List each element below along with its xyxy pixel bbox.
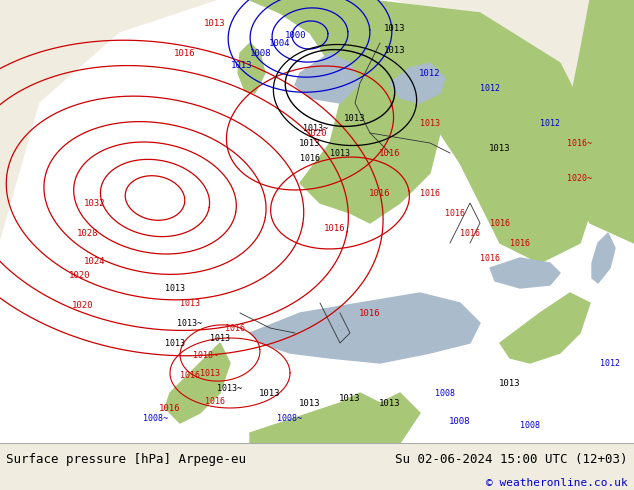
Polygon shape <box>390 63 445 103</box>
Text: 1013: 1013 <box>210 334 230 343</box>
Text: 1016: 1016 <box>490 219 510 227</box>
Text: 1020~: 1020~ <box>567 173 593 182</box>
Polygon shape <box>500 293 590 363</box>
Text: 1016: 1016 <box>510 239 530 247</box>
Text: 1020: 1020 <box>72 300 94 310</box>
Polygon shape <box>560 0 634 243</box>
Text: © weatheronline.co.uk: © weatheronline.co.uk <box>486 478 628 488</box>
Text: 1000: 1000 <box>285 30 307 40</box>
Polygon shape <box>238 43 265 93</box>
Text: 1013: 1013 <box>489 144 511 152</box>
Text: Su 02-06-2024 15:00 UTC (12+03): Su 02-06-2024 15:00 UTC (12+03) <box>395 453 628 466</box>
Polygon shape <box>592 233 615 283</box>
Text: 1016: 1016 <box>180 370 200 379</box>
Text: 1013: 1013 <box>420 119 440 127</box>
Text: 1024: 1024 <box>84 256 106 266</box>
Text: 1008: 1008 <box>435 389 455 397</box>
Text: 1013: 1013 <box>165 339 185 347</box>
Text: 1012: 1012 <box>419 69 441 77</box>
Text: 1012: 1012 <box>540 119 560 127</box>
Polygon shape <box>0 0 634 443</box>
Text: 1004: 1004 <box>269 39 291 48</box>
Text: 1013: 1013 <box>499 378 521 388</box>
Polygon shape <box>370 0 600 263</box>
Text: 1008: 1008 <box>520 420 540 430</box>
Text: 1013: 1013 <box>299 139 321 147</box>
Text: 1013~: 1013~ <box>178 318 202 327</box>
Text: 1013: 1013 <box>299 398 321 408</box>
Text: 1016: 1016 <box>460 228 480 238</box>
Polygon shape <box>490 258 560 288</box>
Polygon shape <box>250 0 440 223</box>
Text: 1016: 1016 <box>445 209 465 218</box>
Text: 1012: 1012 <box>480 83 500 93</box>
Text: 1013: 1013 <box>330 148 350 157</box>
Text: 1013: 1013 <box>180 298 200 308</box>
Text: 1008: 1008 <box>450 416 471 425</box>
Text: 1016: 1016 <box>420 189 440 197</box>
Text: 1013: 1013 <box>339 393 361 402</box>
Text: 1013: 1013 <box>259 389 281 397</box>
Text: 1012: 1012 <box>600 359 620 368</box>
Text: 1028: 1028 <box>77 228 99 238</box>
Text: 1016: 1016 <box>159 403 181 413</box>
Text: 1018~: 1018~ <box>193 350 217 360</box>
Text: 1013: 1013 <box>344 114 366 122</box>
Text: 1016: 1016 <box>300 153 320 163</box>
Text: 1008~: 1008~ <box>143 414 167 422</box>
Polygon shape <box>295 53 360 103</box>
Text: 1016: 1016 <box>205 396 225 406</box>
Text: 1013: 1013 <box>384 24 406 32</box>
Text: 1013: 1013 <box>231 60 253 70</box>
Text: 1016: 1016 <box>369 189 391 197</box>
Text: 1032: 1032 <box>84 198 106 207</box>
Text: 1016~: 1016~ <box>567 139 593 147</box>
Text: 1020: 1020 <box>69 270 91 279</box>
Text: 1013~: 1013~ <box>302 123 328 132</box>
Text: 1016: 1016 <box>379 148 401 157</box>
Polygon shape <box>250 393 420 443</box>
Text: 1016: 1016 <box>174 49 196 57</box>
Polygon shape <box>165 343 230 423</box>
Text: 1016: 1016 <box>480 253 500 263</box>
Text: 1016: 1016 <box>225 323 245 333</box>
Text: 1013: 1013 <box>200 368 220 377</box>
Polygon shape <box>250 293 480 363</box>
Text: 1016: 1016 <box>324 223 346 232</box>
Text: 1008~: 1008~ <box>278 414 302 422</box>
Text: 1020: 1020 <box>306 128 328 138</box>
Text: 1016: 1016 <box>359 309 381 318</box>
Text: 1013: 1013 <box>165 284 185 293</box>
Text: 1013: 1013 <box>204 19 226 27</box>
Text: Surface pressure [hPa] Arpege-eu: Surface pressure [hPa] Arpege-eu <box>6 453 247 466</box>
Text: 1013: 1013 <box>384 46 406 54</box>
Text: 1013: 1013 <box>379 398 401 408</box>
Text: 1008: 1008 <box>250 49 272 57</box>
Text: 1013~: 1013~ <box>217 384 242 392</box>
